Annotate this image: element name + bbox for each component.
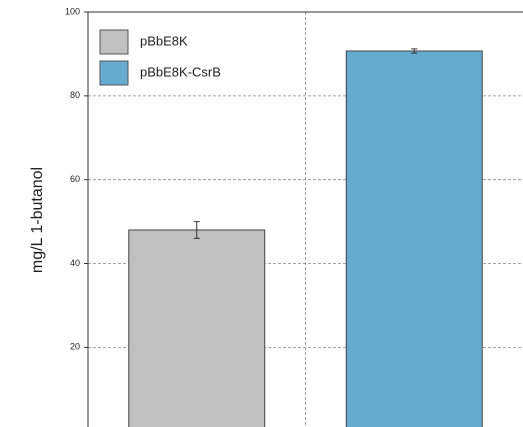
error-bar bbox=[193, 221, 200, 239]
y-tick-label: 80 bbox=[70, 90, 80, 100]
legend-swatch bbox=[99, 60, 129, 86]
legend-label: pBbE8K-CsrB bbox=[140, 64, 221, 79]
bar bbox=[128, 229, 266, 427]
y-axis-label: mg/L 1-butanol bbox=[29, 167, 46, 273]
y-tick-label: 100 bbox=[65, 6, 80, 16]
y-tick-label: 40 bbox=[70, 258, 80, 268]
legend-swatch bbox=[99, 29, 129, 55]
legend-label: pBbE8K bbox=[140, 33, 188, 48]
y-tick-label: 20 bbox=[70, 342, 80, 352]
bar bbox=[345, 50, 483, 427]
error-bar bbox=[411, 48, 418, 54]
y-tick-label: 60 bbox=[70, 174, 80, 184]
